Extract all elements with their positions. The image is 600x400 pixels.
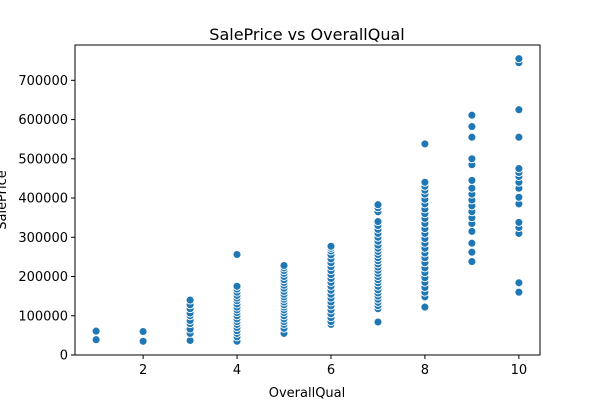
data-point: [514, 287, 524, 297]
y-tick-label: 200000: [18, 270, 68, 285]
y-tick-label: 100000: [18, 309, 68, 324]
data-point: [467, 226, 477, 236]
plot-area: [91, 54, 524, 346]
y-tick-label: 0: [60, 349, 68, 364]
data-point: [467, 122, 477, 132]
y-tick-label: 400000: [18, 192, 68, 207]
data-point: [514, 132, 524, 142]
y-tick-label: 300000: [18, 231, 68, 246]
y-axis: 0 100000 200000 300000 400000 500000 600000 700…: [18, 74, 75, 364]
data-point: [373, 217, 383, 227]
data-point: [514, 192, 524, 202]
data-point: [467, 175, 477, 185]
y-axis-label: SalePrice: [0, 170, 10, 230]
chart-title: SalePrice vs OverallQual: [209, 25, 404, 44]
data-point: [420, 177, 430, 187]
data-point: [373, 200, 383, 210]
x-tick-label: 8: [421, 363, 429, 378]
data-point: [514, 105, 524, 115]
data-point: [232, 250, 242, 259]
x-tick-label: 4: [233, 363, 241, 378]
data-point: [326, 241, 336, 251]
x-axis-label: OverallQual: [269, 386, 346, 400]
data-point: [467, 110, 477, 120]
data-point: [467, 238, 477, 248]
data-point: [514, 54, 524, 64]
data-point: [514, 217, 524, 227]
data-point: [91, 326, 101, 336]
data-point: [467, 257, 477, 267]
data-point: [467, 183, 477, 193]
data-point: [279, 261, 289, 270]
data-point: [185, 295, 195, 305]
data-point: [467, 154, 477, 164]
data-point: [91, 335, 101, 345]
axes-frame: [74, 44, 541, 356]
y-tick-label: 600000: [18, 113, 68, 128]
x-tick-label: 2: [139, 363, 147, 378]
data-point: [373, 317, 383, 327]
data-point: [138, 336, 148, 346]
data-point: [138, 327, 148, 336]
data-point: [514, 278, 524, 288]
data-point: [467, 132, 477, 142]
data-point: [514, 164, 524, 174]
x-tick-label: 10: [511, 363, 528, 378]
data-point: [420, 302, 430, 312]
x-axis: 2 4 6 8 10: [139, 355, 527, 378]
y-tick-label: 500000: [18, 152, 68, 167]
data-point: [467, 247, 477, 257]
data-point: [232, 281, 242, 291]
y-tick-label: 700000: [18, 74, 68, 89]
data-point: [420, 139, 430, 149]
x-tick-label: 6: [327, 363, 335, 378]
